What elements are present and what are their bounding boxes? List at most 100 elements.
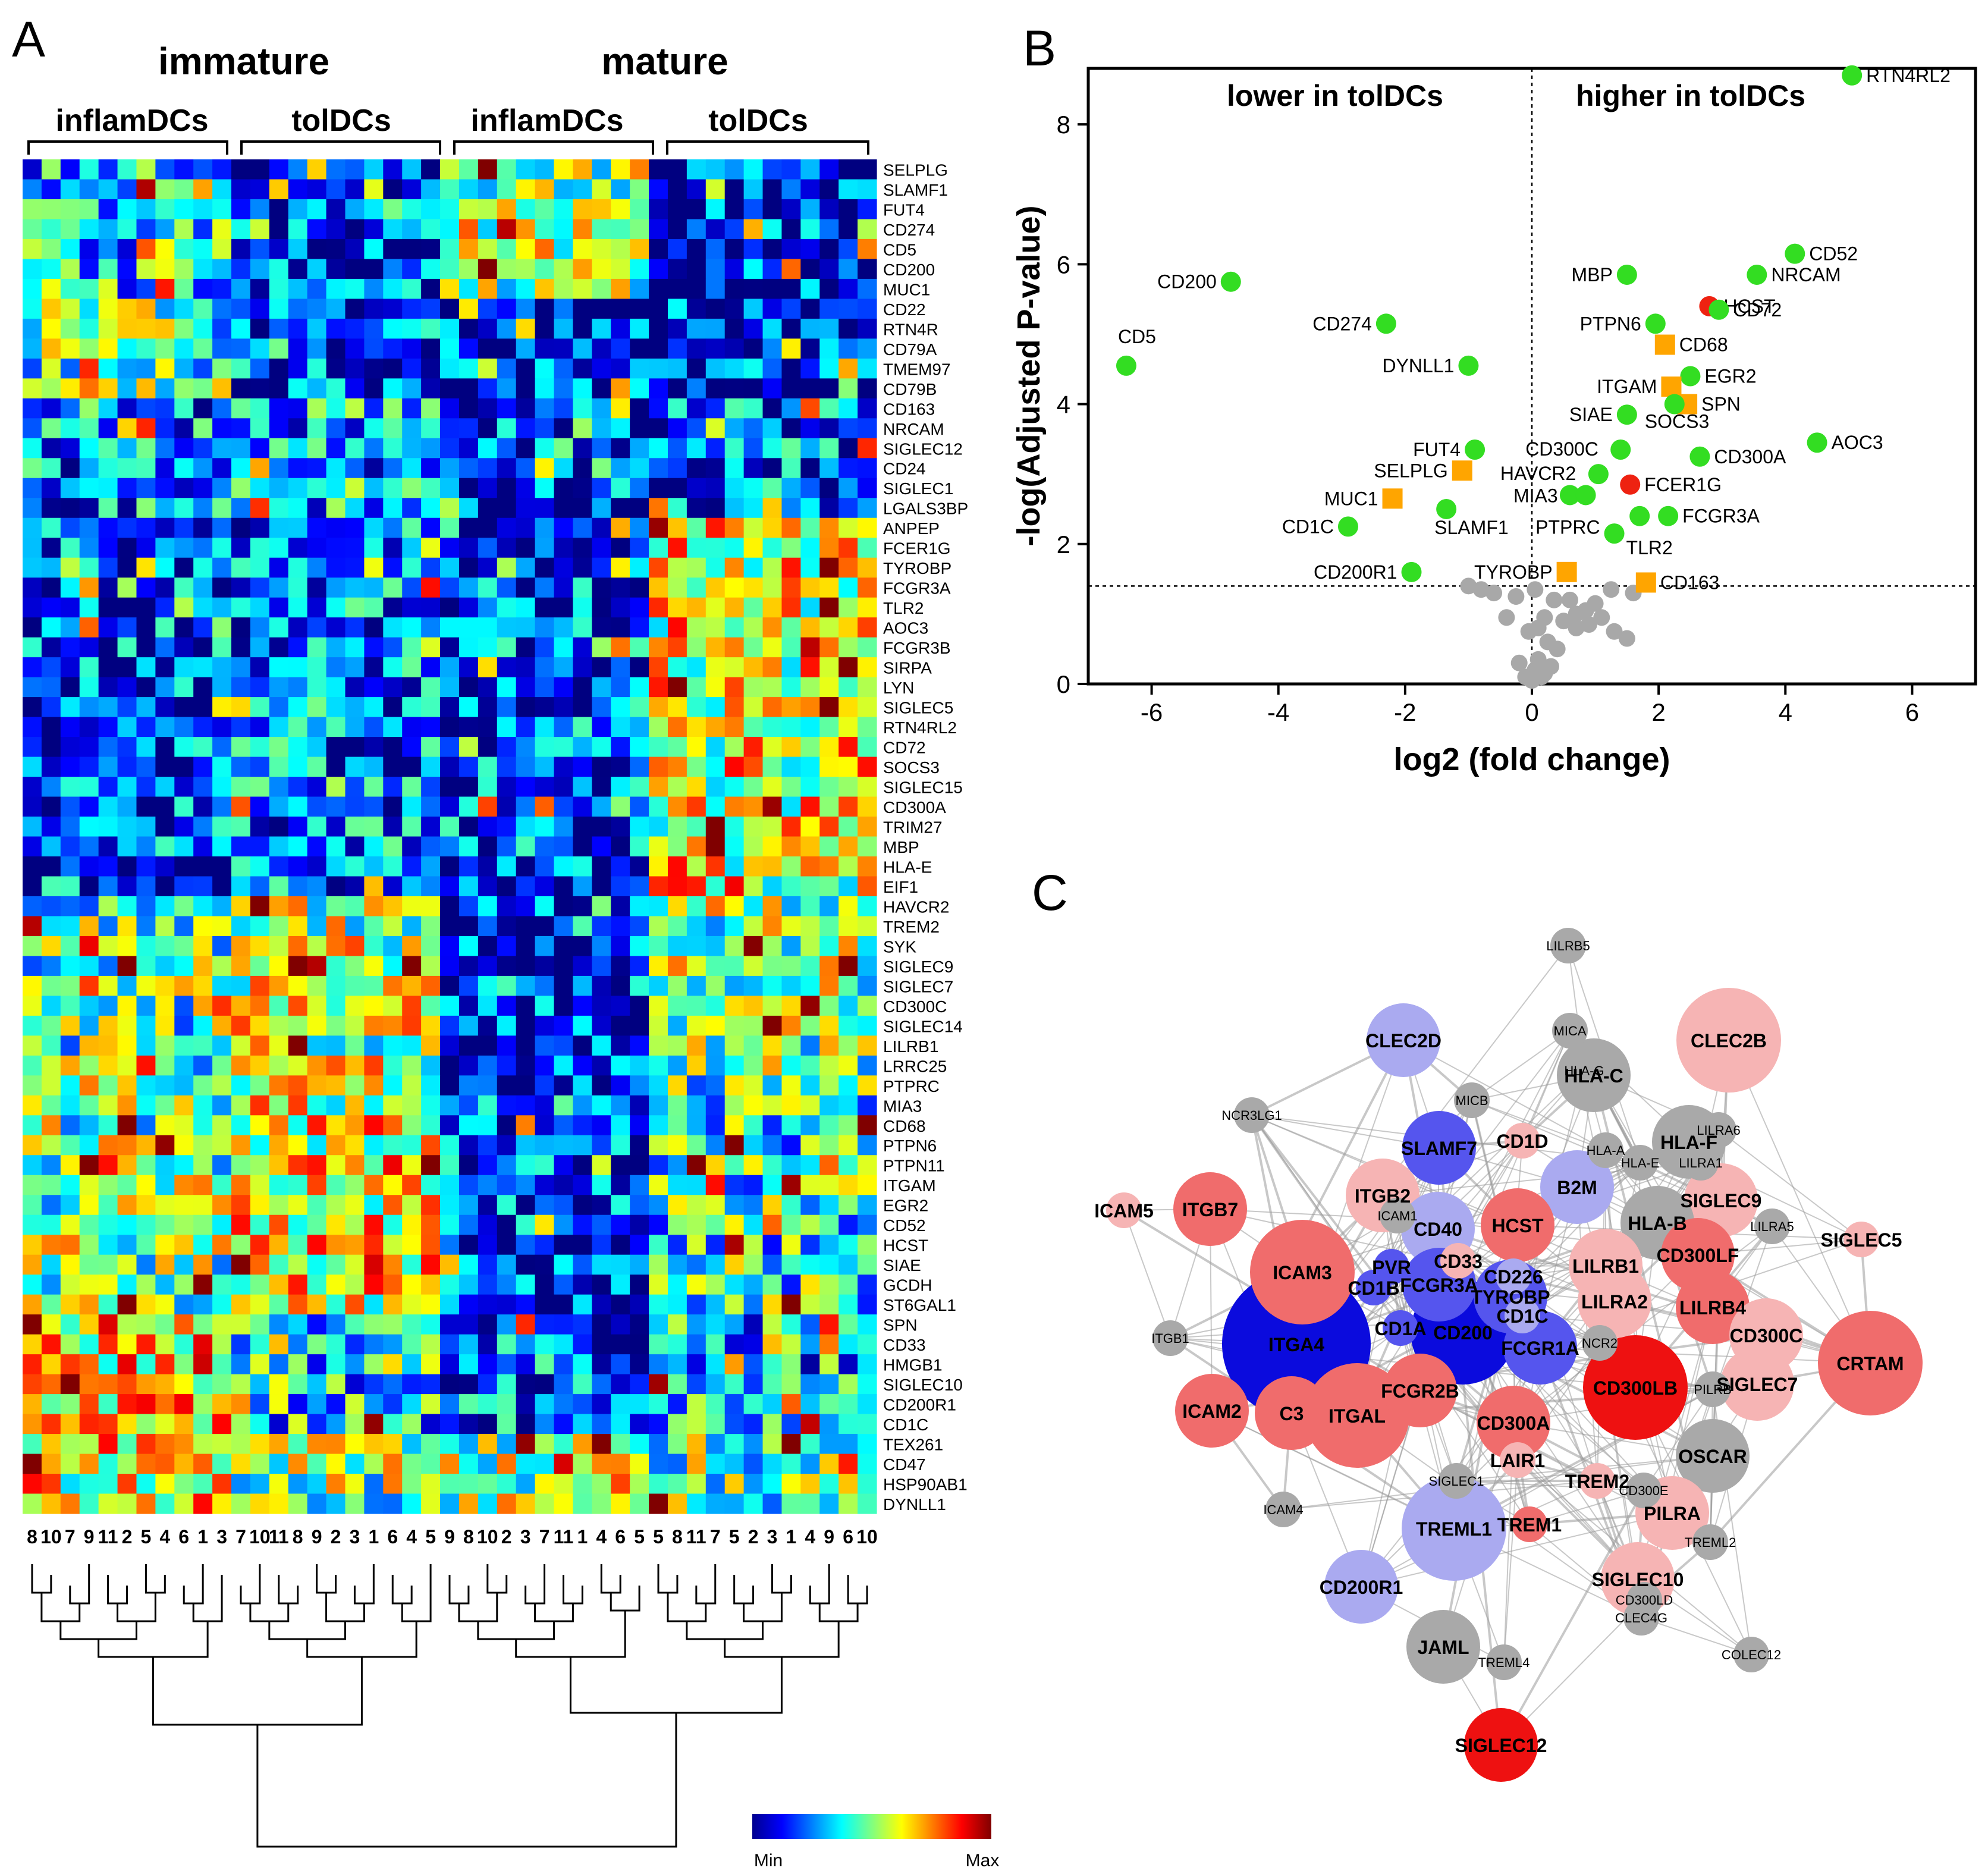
heatmap-cell — [592, 1075, 611, 1096]
heatmap-cell — [649, 1493, 668, 1514]
heatmap-cell — [117, 1294, 137, 1315]
network-edge — [1456, 1455, 1713, 1481]
heatmap-cell — [250, 577, 270, 598]
heatmap-cell — [440, 1414, 460, 1434]
heatmap-cell — [421, 1254, 441, 1275]
heatmap-cell — [383, 936, 403, 957]
heatmap-cell — [402, 1135, 422, 1156]
heatmap-row-label: CD300A — [883, 798, 946, 817]
heatmap-cell — [649, 179, 668, 200]
heatmap-cell — [743, 338, 764, 359]
heatmap-cell — [174, 856, 194, 877]
heatmap-cell — [421, 1294, 441, 1315]
heatmap-cell — [573, 657, 592, 678]
heatmap-cell — [686, 577, 706, 598]
heatmap-cell — [838, 1275, 858, 1295]
heatmap-cell — [592, 836, 611, 857]
network-node-label: HLA-A — [1587, 1143, 1625, 1158]
heatmap-cell — [743, 956, 764, 977]
heatmap-cell — [819, 1095, 839, 1116]
heatmap-cell — [307, 1135, 327, 1156]
heatmap-cell — [535, 1135, 555, 1156]
dendrogram-branch — [686, 1621, 764, 1640]
heatmap-cell — [136, 398, 156, 419]
heatmap-cell — [667, 717, 687, 737]
heatmap-cell — [364, 458, 384, 479]
volcano-point-label: TYROBP — [1474, 561, 1553, 583]
heatmap-cell — [535, 1254, 555, 1275]
heatmap-cell — [535, 418, 555, 439]
heatmap-cell — [573, 517, 592, 538]
heatmap-cell — [79, 996, 99, 1016]
heatmap-cell — [383, 657, 403, 678]
heatmap-cell — [23, 1434, 42, 1455]
network-edge — [1283, 1455, 1713, 1510]
heatmap-cell — [326, 1493, 346, 1514]
heatmap-cell — [743, 398, 764, 419]
heatmap-cell — [383, 318, 403, 339]
heatmap-cell — [535, 737, 555, 758]
heatmap-cell — [23, 1035, 42, 1056]
heatmap-cell — [819, 299, 839, 319]
heatmap-cell — [402, 1055, 422, 1076]
heatmap-cell — [478, 557, 498, 578]
heatmap-cell — [23, 1394, 42, 1415]
heatmap-cell — [421, 259, 441, 280]
heatmap-cell — [762, 577, 783, 598]
heatmap-cell — [858, 956, 877, 977]
heatmap-cell — [193, 896, 213, 917]
heatmap-row-label: SOCS3 — [883, 758, 940, 777]
heatmap-cell — [307, 478, 327, 498]
heatmap-column-label: 8 — [293, 1526, 303, 1547]
heatmap-cell — [231, 737, 251, 758]
heatmap-cell — [136, 1314, 156, 1335]
heatmap-cell — [288, 199, 308, 220]
heatmap-cell — [743, 517, 764, 538]
heatmap-cell — [155, 1195, 175, 1216]
heatmap-cell — [611, 617, 630, 638]
network-node-lilra1 — [1683, 1145, 1719, 1181]
heatmap-cell — [649, 1275, 668, 1295]
heatmap-cell — [458, 836, 479, 857]
heatmap-cell — [98, 338, 118, 359]
heatmap-cell — [174, 1155, 194, 1176]
heatmap-cell — [838, 358, 858, 379]
volcano-point-label: EGR2 — [1704, 366, 1756, 387]
heatmap-cell — [458, 756, 479, 777]
heatmap-cell — [193, 159, 213, 180]
heatmap-cell — [686, 1214, 706, 1235]
heatmap-cell — [174, 1493, 194, 1514]
heatmap-cell — [402, 796, 422, 817]
heatmap-row-label: TLR2 — [883, 599, 924, 617]
heatmap-cell — [440, 1095, 460, 1116]
heatmap-cell — [858, 238, 877, 260]
heatmap-cell — [421, 1095, 441, 1116]
heatmap-column-label: 2 — [122, 1526, 133, 1547]
heatmap-cell — [421, 956, 441, 977]
heatmap-cell — [440, 278, 460, 299]
heatmap-cell — [231, 1474, 251, 1495]
heatmap-cell — [724, 299, 745, 319]
heatmap-cell — [193, 517, 213, 538]
heatmap-cell — [478, 238, 498, 260]
heatmap-row-label: NRCAM — [883, 420, 944, 438]
heatmap-cell — [573, 1474, 592, 1495]
heatmap-cell — [79, 657, 99, 678]
heatmap-cell — [535, 438, 555, 459]
heatmap-cell — [231, 836, 251, 857]
heatmap-cell — [554, 996, 574, 1016]
heatmap-cell — [705, 1175, 726, 1195]
heatmap-cell — [288, 517, 308, 538]
heatmap-cell — [630, 856, 649, 877]
heatmap-cell — [402, 1195, 422, 1216]
heatmap-cell — [478, 1195, 498, 1216]
heatmap-cell — [421, 597, 441, 618]
heatmap-cell — [611, 996, 630, 1016]
heatmap-cell — [516, 538, 536, 558]
heatmap-cell — [231, 617, 251, 638]
heatmap-cell — [630, 179, 649, 200]
heatmap-cell — [98, 538, 118, 558]
heatmap-cell — [288, 278, 308, 299]
heatmap-cell — [800, 1374, 820, 1395]
heatmap-cell — [288, 637, 308, 658]
